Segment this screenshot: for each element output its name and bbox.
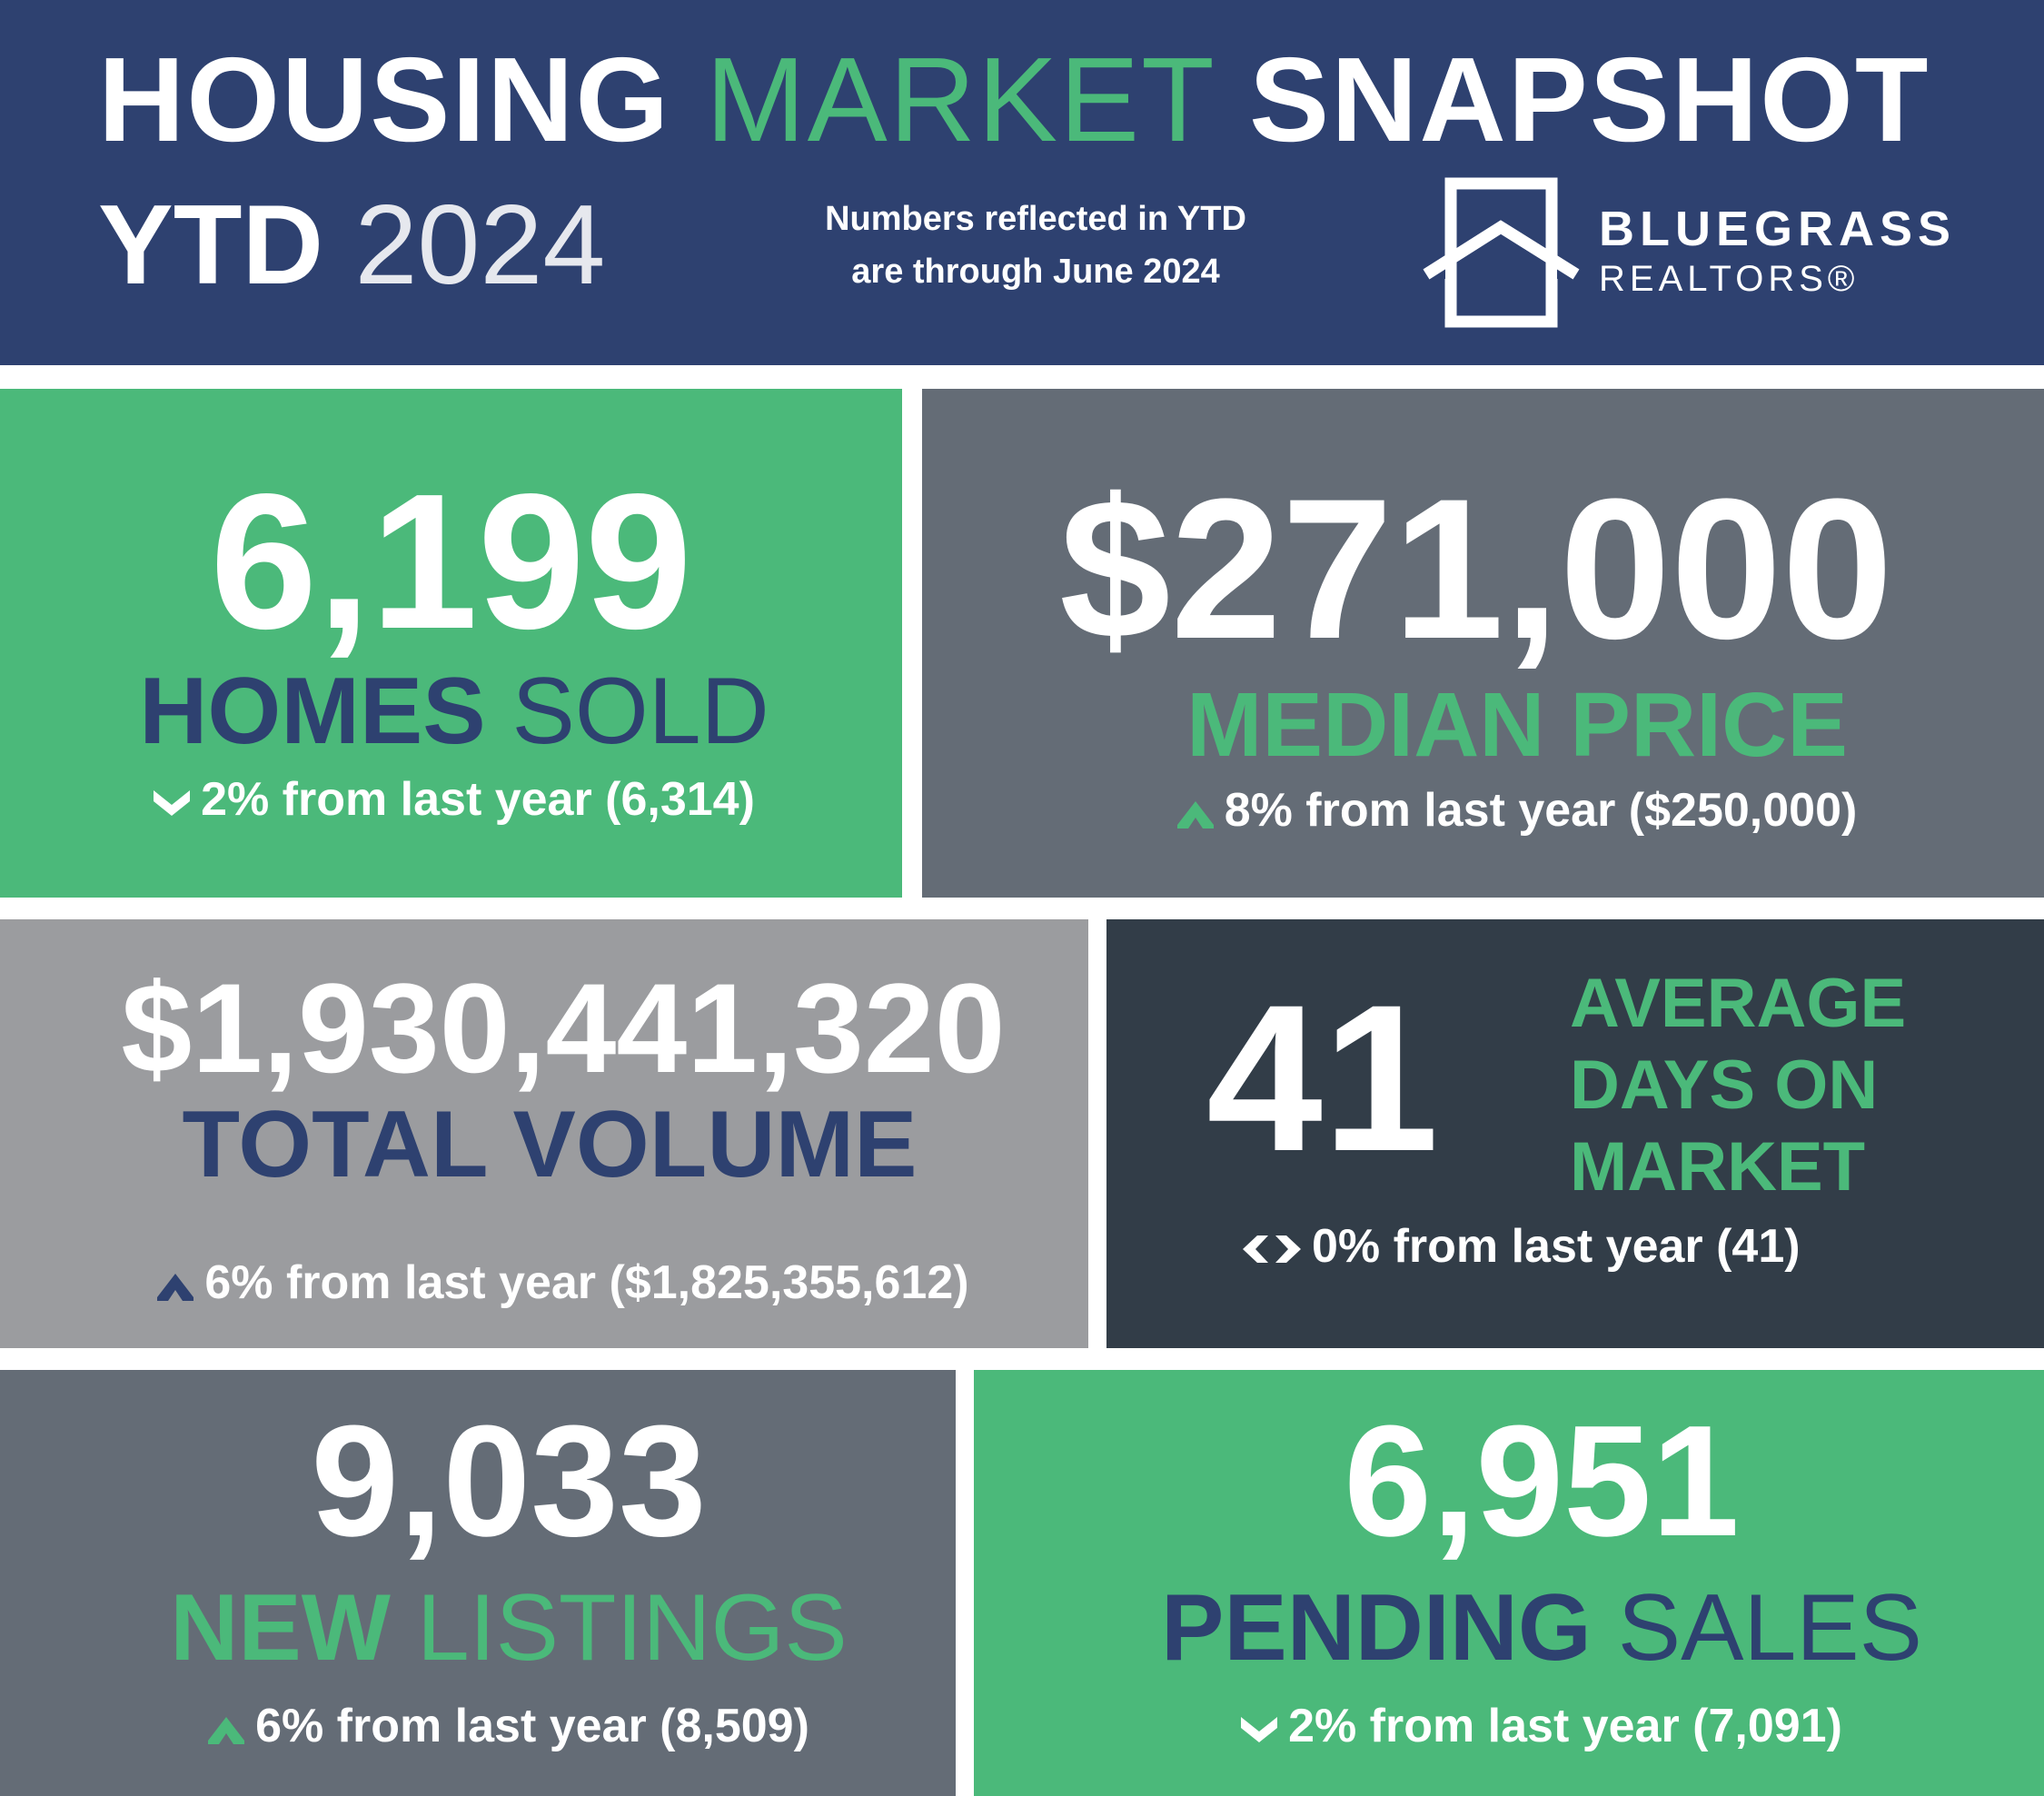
homes-sold-label-bold: HOMES xyxy=(139,659,486,764)
title-word-market: MARKET xyxy=(705,33,1215,166)
median-price-panel: $271,000 MEDIAN PRICE 8% from last year … xyxy=(922,389,2044,898)
days-on-market-change: 0% from last year (41) xyxy=(1243,1217,2042,1275)
dom-label-line-1: AVERAGE xyxy=(1570,965,1907,1042)
total-volume-value: $1,930,441,320 xyxy=(121,957,1006,1099)
new-listings-change: 6% from last year (8,509) xyxy=(0,1697,1017,1755)
new-listings-label-bold: NEW xyxy=(170,1575,391,1681)
homes-sold-change-text: 2% from last year (6,314) xyxy=(201,773,755,826)
date-range-note: Numbers reflected in YTD are through Jun… xyxy=(781,193,1290,298)
total-volume-panel: $1,930,441,320 TOTAL VOLUME 6% from last… xyxy=(0,919,1088,1348)
total-volume-label: TOTAL VOLUME xyxy=(182,1092,918,1197)
days-on-market-change-text: 0% from last year (41) xyxy=(1312,1220,1801,1273)
brand-subname: REALTORS® xyxy=(1599,259,1860,299)
homes-sold-label-light: SOLD xyxy=(511,659,769,764)
homes-sold-label: HOMES SOLD xyxy=(0,661,908,761)
days-on-market-label: AVERAGE DAYS ON MARKET xyxy=(1570,963,1906,1208)
brand-name: BLUEGRASS xyxy=(1599,202,1957,256)
median-price-label: MEDIAN PRICE xyxy=(1186,674,1848,776)
new-listings-change-text: 6% from last year (8,509) xyxy=(255,1700,809,1752)
header-banner: HOUSING MARKET SNAPSHOT YTD 2024 Numbers… xyxy=(0,0,2044,365)
period-label: YTD xyxy=(98,183,323,308)
days-on-market-value: 41 xyxy=(1206,961,1439,1195)
period-heading: YTD 2024 xyxy=(98,186,605,304)
median-price-change-text: 8% from last year ($250,000) xyxy=(1224,784,1858,837)
total-volume-change-text: 6% from last year ($1,825,355,612) xyxy=(204,1256,969,1309)
pending-sales-change-text: 2% from last year (7,091) xyxy=(1288,1700,1842,1752)
chevron-down-icon xyxy=(1241,1717,1278,1743)
median-price-change: 8% from last year ($250,000) xyxy=(922,781,2044,839)
pending-sales-value: 6,951 xyxy=(1344,1392,1740,1569)
dom-label-line-2: DAYS ON xyxy=(1570,1047,1879,1124)
title-word-housing: HOUSING xyxy=(98,33,671,166)
homes-sold-value: 6,199 xyxy=(210,453,692,669)
note-line-2: are through June 2024 xyxy=(851,253,1220,291)
bluegrass-house-logo-icon xyxy=(1422,177,1581,328)
pending-sales-label-light: SALES xyxy=(1617,1575,1923,1681)
median-price-value: $271,000 xyxy=(1059,457,1893,680)
chevron-up-icon xyxy=(208,1717,245,1745)
dom-label-line-3: MARKET xyxy=(1570,1128,1866,1206)
left-right-chevron-icon xyxy=(1243,1235,1301,1264)
chevron-up-icon xyxy=(1176,801,1214,829)
total-volume-change: 6% from last year ($1,825,355,612) xyxy=(0,1254,1126,1312)
new-listings-panel: 9,033 NEW LISTINGS 6% from last year (8,… xyxy=(0,1370,956,1796)
chevron-down-icon xyxy=(154,790,191,817)
homes-sold-panel: 6,199 HOMES SOLD 2% from last year (6,31… xyxy=(0,389,902,898)
title-word-snapshot: SNAPSHOT xyxy=(1249,33,1930,166)
period-year: 2024 xyxy=(354,183,606,308)
days-on-market-panel: 41 AVERAGE DAYS ON MARKET 0% from last y… xyxy=(1106,919,2044,1348)
pending-sales-label-bold: PENDING xyxy=(1160,1575,1592,1681)
new-listings-label-light: LISTINGS xyxy=(416,1575,848,1681)
pending-sales-panel: 6,951 PENDING SALES 2% from last year (7… xyxy=(974,1370,2044,1796)
homes-sold-change: 2% from last year (6,314) xyxy=(0,770,908,829)
page-title: HOUSING MARKET SNAPSHOT xyxy=(98,36,2006,164)
pending-sales-label: PENDING SALES xyxy=(974,1577,2044,1679)
pending-sales-change: 2% from last year (7,091) xyxy=(974,1697,2044,1755)
note-line-1: Numbers reflected in YTD xyxy=(825,200,1246,238)
new-listings-label: NEW LISTINGS xyxy=(0,1577,1017,1679)
new-listings-value: 9,033 xyxy=(311,1392,707,1569)
chevron-up-icon xyxy=(157,1274,194,1302)
